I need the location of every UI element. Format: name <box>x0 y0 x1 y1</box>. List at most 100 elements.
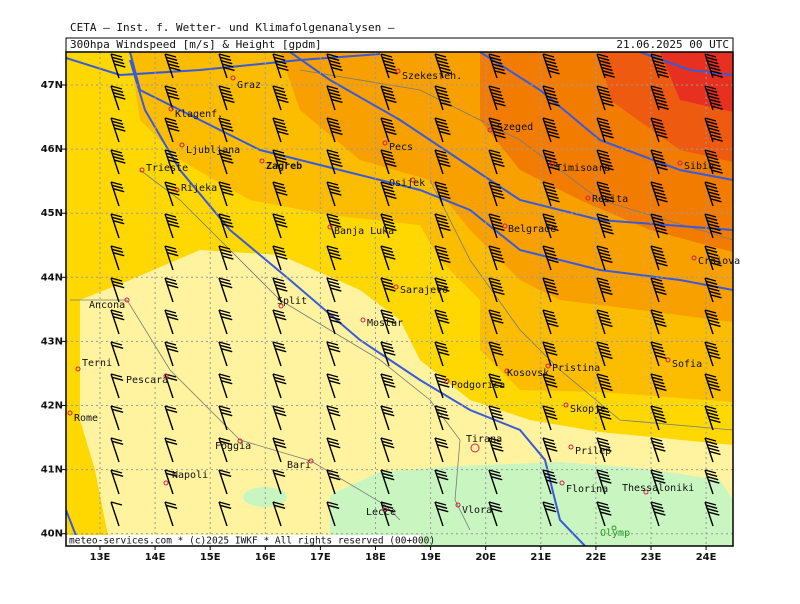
wind-barb <box>704 405 721 431</box>
y-tick-label: 42N <box>41 401 63 412</box>
city-marker <box>382 507 388 513</box>
city-label: Foggia <box>215 441 251 452</box>
city-marker <box>545 363 551 369</box>
wind-barb <box>704 213 722 239</box>
x-tick-label: 18E <box>365 552 386 563</box>
wind-barb <box>596 277 613 303</box>
wind-barb <box>164 181 180 207</box>
city-marker <box>308 458 314 464</box>
wind-barb <box>488 437 504 463</box>
wind-barb <box>218 437 232 463</box>
wind-barb <box>326 341 341 367</box>
wind-barb <box>650 405 667 431</box>
institute: CETA — Inst. f. Wetter- und Klimafolgena… <box>70 21 395 34</box>
wind-barb <box>650 437 666 463</box>
x-tick-label: 16E <box>255 552 276 563</box>
wind-barb <box>434 53 452 79</box>
y-tick-label: 47N <box>41 80 63 91</box>
city-marker <box>563 402 569 408</box>
wind-barb <box>164 405 178 431</box>
wind-barb <box>596 405 612 431</box>
wind-barb <box>272 53 289 79</box>
city-marker <box>382 140 388 146</box>
wind-barb <box>704 501 720 527</box>
wind-barb <box>596 309 613 335</box>
city-marker <box>665 357 671 363</box>
wind-barb <box>218 373 233 399</box>
y-tick-label: 41N <box>41 465 63 476</box>
wind-barb <box>650 181 668 207</box>
city-label: Szeged <box>497 122 533 133</box>
wind-barb <box>326 117 343 143</box>
wind-barb <box>326 373 341 399</box>
wind-barb <box>272 149 288 175</box>
wind-barb <box>488 85 506 111</box>
wind-barb <box>704 341 721 367</box>
city-label: Split <box>277 296 307 307</box>
wind-barb <box>164 149 180 175</box>
wind-barb <box>704 149 723 175</box>
city-label: Sibiu <box>684 161 714 172</box>
wind-barb <box>542 213 559 239</box>
wind-barb <box>542 469 558 495</box>
wind-barb <box>164 245 179 271</box>
wind-barb <box>110 373 124 399</box>
wind-barb <box>326 309 342 335</box>
wind-barb <box>434 309 450 335</box>
city-marker <box>124 297 130 303</box>
wind-barb <box>380 245 396 271</box>
wind-barb <box>488 149 505 175</box>
wind-barb <box>704 85 723 111</box>
wind-barb <box>596 469 612 495</box>
wind-barb <box>164 85 180 111</box>
x-tick-label: 21E <box>530 552 551 563</box>
wind-barb <box>650 277 667 303</box>
axes: 13E 14E 15E 16E 17E 18E 19E 20E 21E 22E 23E 24E 47N 4… <box>41 80 717 563</box>
city-label: Skopje <box>570 404 606 415</box>
wind-barb <box>542 181 560 207</box>
wind-barb <box>542 53 560 79</box>
city-marker <box>174 187 180 193</box>
wind-barb <box>380 501 395 527</box>
wind-barb <box>704 117 723 143</box>
wind-barb <box>326 277 342 303</box>
x-tick-label: 23E <box>641 552 662 563</box>
wind-barbs <box>110 53 723 527</box>
wind-barb <box>596 53 615 79</box>
wind-barb <box>704 373 721 399</box>
city-marker <box>168 106 174 112</box>
city-label: Rome <box>74 413 98 424</box>
wind-barb <box>164 53 181 79</box>
wind-barb <box>650 245 668 271</box>
city-label: Rijeka <box>181 183 217 194</box>
city-label: Belgrade <box>508 224 556 235</box>
wind-barb <box>542 245 559 271</box>
wind-barb <box>272 117 289 143</box>
wind-barb <box>704 309 721 335</box>
wind-barb <box>434 149 451 175</box>
wind-barb <box>164 341 179 367</box>
grid <box>66 52 733 546</box>
wind-barb <box>218 501 232 527</box>
wind-barb <box>650 149 668 175</box>
wind-barb <box>380 149 397 175</box>
city-label: Terni <box>82 358 112 369</box>
wind-barb <box>164 117 180 143</box>
city-marker <box>278 303 284 309</box>
city-marker <box>327 224 333 230</box>
city-label: Pecs <box>389 142 413 153</box>
city-label: Vlora <box>462 505 492 516</box>
city-label: Zagreb <box>266 161 302 172</box>
wind-barb <box>110 469 124 495</box>
footer-box <box>66 535 421 546</box>
wind-barb <box>272 245 288 271</box>
wind-barb <box>218 181 234 207</box>
wind-barb <box>218 245 234 271</box>
wind-barb <box>110 85 126 111</box>
city-marker <box>360 317 366 323</box>
wind-barb <box>596 213 614 239</box>
wind-barb <box>704 277 722 303</box>
wind-barb <box>218 341 233 367</box>
city-label: Kosovsk <box>507 368 549 379</box>
